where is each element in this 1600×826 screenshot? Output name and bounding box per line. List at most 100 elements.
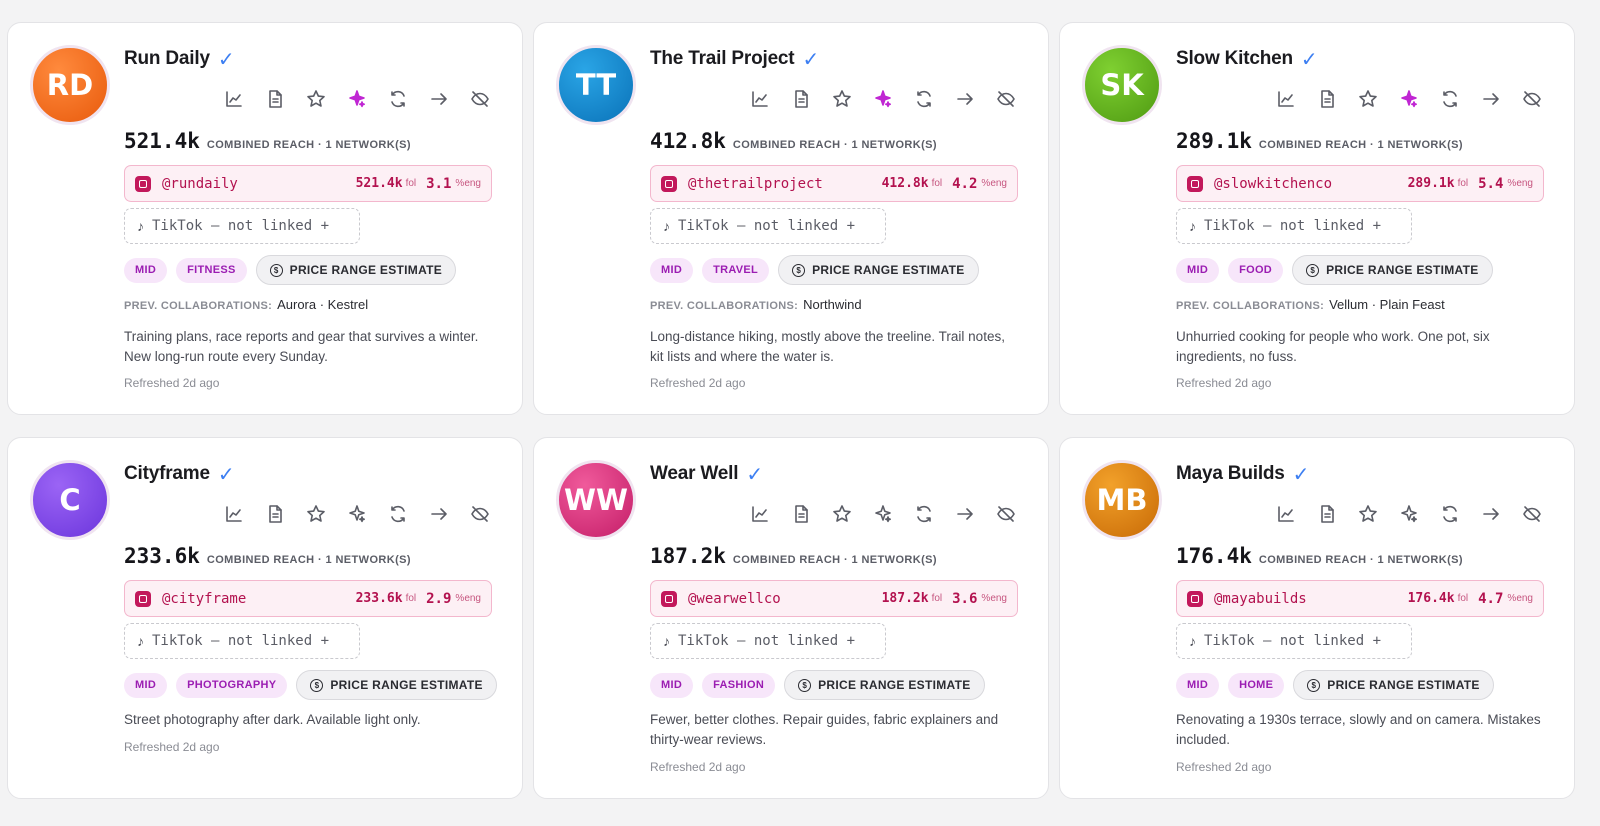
creator-name[interactable]: Cityframe xyxy=(124,463,210,484)
creator-card[interactable]: WW Wear Well ✓ 187.2k COMBINED REACH · 1… xyxy=(533,437,1049,799)
document-icon[interactable] xyxy=(787,85,815,113)
combined-reach: 412.8k xyxy=(650,129,726,153)
creator-name[interactable]: Slow Kitchen xyxy=(1176,48,1293,69)
refresh-icon[interactable] xyxy=(1436,85,1464,113)
refreshed-text: Refreshed 2d ago xyxy=(650,760,746,774)
arrow-right-icon[interactable] xyxy=(1477,85,1505,113)
sparkle-icon[interactable] xyxy=(869,85,897,113)
creator-name[interactable]: The Trail Project xyxy=(650,48,795,69)
bio: Training plans, race reports and gear th… xyxy=(124,329,479,364)
arrow-right-icon[interactable] xyxy=(951,85,979,113)
creator-card[interactable]: C Cityframe ✓ 233.6k COMBINED REACH · 1 … xyxy=(7,437,523,799)
analytics-icon[interactable] xyxy=(746,500,774,528)
bio: Unhurried cooking for people who work. O… xyxy=(1176,329,1490,364)
engagement: 4.2 xyxy=(952,175,978,192)
sparkle-icon[interactable] xyxy=(343,85,371,113)
instagram-network[interactable]: @cityframe 233.6k fol 2.9 %eng xyxy=(124,580,492,617)
creator-card[interactable]: TT The Trail Project ✓ 412.8k COMBINED R… xyxy=(533,22,1049,415)
refresh-icon[interactable] xyxy=(1436,500,1464,528)
followers: 521.4k xyxy=(355,176,403,191)
tiktok-link-button[interactable]: ♪ TikTok — not linked + xyxy=(124,208,360,244)
price-range-button[interactable]: $ PRICE RANGE ESTIMATE xyxy=(1292,255,1493,285)
hide-icon[interactable] xyxy=(1518,500,1546,528)
star-icon[interactable] xyxy=(1354,500,1382,528)
dollar-icon: $ xyxy=(310,678,324,692)
price-range-button[interactable]: $ PRICE RANGE ESTIMATE xyxy=(1293,670,1494,700)
tier-tag: MID xyxy=(1176,672,1220,698)
document-icon[interactable] xyxy=(261,85,289,113)
combined-reach: 233.6k xyxy=(124,544,200,568)
arrow-right-icon[interactable] xyxy=(951,500,979,528)
hide-icon[interactable] xyxy=(992,85,1020,113)
star-icon[interactable] xyxy=(302,500,330,528)
tiktok-link-button[interactable]: ♪ TikTok — not linked + xyxy=(650,623,886,659)
refresh-icon[interactable] xyxy=(910,500,938,528)
prev-collaborations: PREV. COLLABORATIONS: Northwind xyxy=(650,297,862,312)
hide-icon[interactable] xyxy=(992,500,1020,528)
price-range-button[interactable]: $ PRICE RANGE ESTIMATE xyxy=(296,670,497,700)
verified-icon: ✓ xyxy=(217,47,235,71)
verified-icon: ✓ xyxy=(802,47,820,71)
arrow-right-icon[interactable] xyxy=(425,85,453,113)
sparkle-icon[interactable] xyxy=(1395,500,1423,528)
creator-card[interactable]: MB Maya Builds ✓ 176.4k COMBINED REACH ·… xyxy=(1059,437,1575,799)
sparkle-icon[interactable] xyxy=(1395,85,1423,113)
hide-icon[interactable] xyxy=(466,85,494,113)
creator-name[interactable]: Run Daily xyxy=(124,48,210,69)
engagement: 3.6 xyxy=(952,590,978,607)
instagram-network[interactable]: @wearwellco 187.2k fol 3.6 %eng xyxy=(650,580,1018,617)
dollar-icon: $ xyxy=(792,263,806,277)
instagram-network[interactable]: @mayabuilds 176.4k fol 4.7 %eng xyxy=(1176,580,1544,617)
document-icon[interactable] xyxy=(1313,85,1341,113)
analytics-icon[interactable] xyxy=(220,500,248,528)
tiktok-link-button[interactable]: ♪ TikTok — not linked + xyxy=(1176,623,1412,659)
tiktok-link-button[interactable]: ♪ TikTok — not linked + xyxy=(650,208,886,244)
creator-name[interactable]: Wear Well xyxy=(650,463,739,484)
price-range-button[interactable]: $ PRICE RANGE ESTIMATE xyxy=(255,255,457,285)
document-icon[interactable] xyxy=(1313,500,1341,528)
refresh-icon[interactable] xyxy=(384,85,412,113)
combined-reach: 289.1k xyxy=(1176,129,1252,153)
star-icon[interactable] xyxy=(302,85,330,113)
dollar-icon: $ xyxy=(798,678,812,692)
tiktok-icon: ♪ xyxy=(1189,218,1196,234)
reach-label: COMBINED REACH · 1 NETWORK(S) xyxy=(732,139,937,151)
niche-tag: FASHION xyxy=(702,672,776,698)
instagram-network[interactable]: @slowkitchenco 289.1k fol 5.4 %eng xyxy=(1176,165,1544,202)
creator-card[interactable]: RD Run Daily ✓ 521.4k COMBINED REACH · 1… xyxy=(7,22,523,415)
analytics-icon[interactable] xyxy=(220,85,248,113)
price-range-button[interactable]: $ PRICE RANGE ESTIMATE xyxy=(778,255,979,285)
hide-icon[interactable] xyxy=(466,500,494,528)
engagement: 5.4 xyxy=(1478,175,1504,192)
price-range-button[interactable]: $ PRICE RANGE ESTIMATE xyxy=(784,670,985,700)
star-icon[interactable] xyxy=(1354,85,1382,113)
tiktok-link-button[interactable]: ♪ TikTok — not linked + xyxy=(124,623,360,659)
sparkle-icon[interactable] xyxy=(343,500,371,528)
arrow-right-icon[interactable] xyxy=(425,500,453,528)
tiktok-link-button[interactable]: ♪ TikTok — not linked + xyxy=(1176,208,1412,244)
creator-name[interactable]: Maya Builds xyxy=(1176,463,1285,484)
sparkle-icon[interactable] xyxy=(869,500,897,528)
instagram-icon xyxy=(661,590,677,607)
handle: @wearwellco xyxy=(688,590,781,607)
refreshed-text: Refreshed 2d ago xyxy=(124,376,220,390)
analytics-icon[interactable] xyxy=(1272,500,1300,528)
document-icon[interactable] xyxy=(787,500,815,528)
arrow-right-icon[interactable] xyxy=(1477,500,1505,528)
document-icon[interactable] xyxy=(261,500,289,528)
creator-card[interactable]: SK Slow Kitchen ✓ 289.1k COMBINED REACH … xyxy=(1059,22,1575,415)
combined-reach: 187.2k xyxy=(650,544,726,568)
instagram-network[interactable]: @rundaily 521.4k fol 3.1 %eng xyxy=(124,165,492,202)
bio: Long-distance hiking, mostly above the t… xyxy=(650,329,1005,364)
instagram-network[interactable]: @thetrailproject 412.8k fol 4.2 %eng xyxy=(650,165,1018,202)
star-icon[interactable] xyxy=(828,500,856,528)
refresh-icon[interactable] xyxy=(384,500,412,528)
analytics-icon[interactable] xyxy=(1272,85,1300,113)
avatar: WW xyxy=(556,460,636,540)
star-icon[interactable] xyxy=(828,85,856,113)
reach-label: COMBINED REACH · 1 NETWORK(S) xyxy=(1258,554,1463,566)
analytics-icon[interactable] xyxy=(746,85,774,113)
refresh-icon[interactable] xyxy=(910,85,938,113)
hide-icon[interactable] xyxy=(1518,85,1546,113)
